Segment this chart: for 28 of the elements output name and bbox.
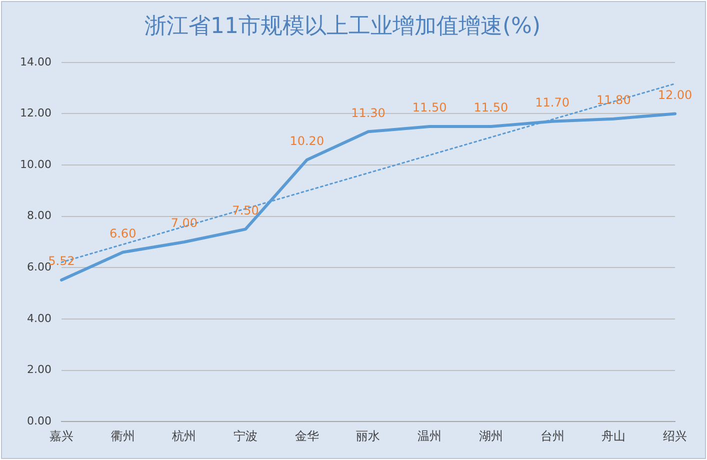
y-tick-label: 12.00: [20, 106, 52, 120]
data-label: 12.00: [658, 88, 692, 102]
data-label: 7.50: [232, 203, 259, 218]
data-label: 11.70: [535, 96, 570, 110]
y-tick-label: 10.00: [20, 158, 52, 171]
y-tick-label: 0.00: [26, 414, 52, 428]
chart-title: 浙江省11市规模以上工业增加值增速(%): [144, 14, 541, 39]
x-tick-label: 丽水: [356, 428, 380, 443]
data-label: 7.00: [170, 216, 198, 230]
data-label: 11.30: [351, 106, 386, 120]
x-tick-label: 金华: [294, 428, 319, 443]
x-tick-label: 台州: [540, 428, 564, 443]
x-tick-label: 杭州: [171, 428, 196, 443]
x-tick-label: 嘉兴: [49, 428, 74, 443]
data-label: 11.50: [474, 100, 508, 115]
data-label: 10.20: [290, 134, 324, 148]
y-tick-label: 4.00: [26, 312, 52, 325]
data-label: 6.60: [109, 226, 136, 240]
x-tick-label: 宁波: [234, 428, 258, 443]
y-tick-label: 2.00: [26, 363, 52, 376]
x-tick-label: 温州: [418, 428, 442, 443]
x-tick-label: 衢州: [110, 428, 135, 443]
data-label: 11.50: [412, 100, 447, 115]
x-tick-label: 绍兴: [663, 428, 687, 443]
y-tick-label: 8.00: [26, 209, 52, 222]
x-tick-label: 舟山: [602, 428, 626, 443]
y-tick-label: 14.00: [20, 55, 52, 68]
x-tick-label: 湖州: [478, 428, 503, 443]
